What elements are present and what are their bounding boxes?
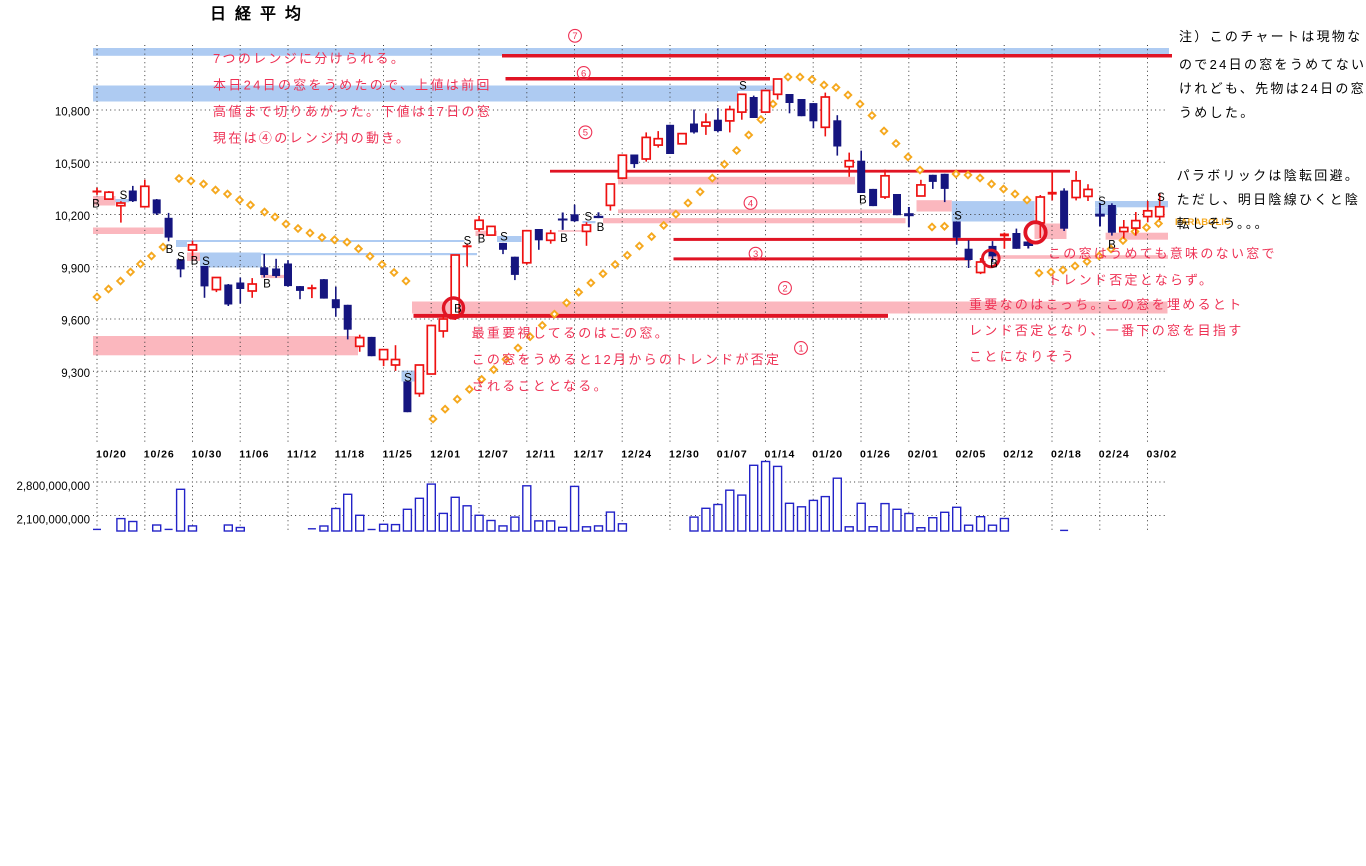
- svg-text:転しそう。。。: 転しそう。。。: [1177, 216, 1270, 231]
- svg-text:S: S: [584, 211, 592, 223]
- svg-text:本日24日の窓をうめたので、上値は前回: 本日24日の窓をうめたので、上値は前回: [213, 78, 492, 93]
- svg-text:02/18: 02/18: [1051, 448, 1082, 460]
- svg-text:9,600: 9,600: [61, 316, 90, 328]
- svg-text:02/12: 02/12: [1003, 448, 1034, 460]
- svg-text:7: 7: [572, 31, 577, 42]
- svg-text:注）このチャートは現物な: 注）このチャートは現物な: [1179, 29, 1362, 44]
- svg-text:うめした。: うめした。: [1179, 105, 1256, 120]
- svg-text:最重要視してるのはこの窓。: 最重要視してるのはこの窓。: [472, 326, 671, 341]
- svg-text:レンド否定となり、一番下の窓を目指す: レンド否定となり、一番下の窓を目指す: [969, 323, 1244, 338]
- svg-text:日経平均: 日経平均: [210, 4, 310, 23]
- svg-text:1: 1: [798, 343, 803, 354]
- svg-text:トレンド否定とならず。: トレンド否定とならず。: [1048, 272, 1214, 287]
- svg-text:11/18: 11/18: [335, 448, 365, 460]
- svg-text:03/02: 03/02: [1147, 448, 1178, 460]
- svg-text:現在は④のレンジ内の動き。: 現在は④のレンジ内の動き。: [213, 130, 411, 145]
- svg-text:02/24: 02/24: [1099, 448, 1130, 460]
- svg-text:10,500: 10,500: [55, 159, 90, 171]
- svg-text:3: 3: [753, 249, 758, 260]
- svg-text:けれども、先物は24日の窓: けれども、先物は24日の窓: [1179, 81, 1366, 96]
- svg-text:12/17: 12/17: [574, 448, 605, 460]
- svg-text:B: B: [1108, 240, 1116, 252]
- svg-text:4: 4: [748, 198, 753, 209]
- svg-text:ことになりそう: ことになりそう: [969, 349, 1076, 364]
- svg-text:10/26: 10/26: [144, 448, 175, 460]
- svg-text:02/01: 02/01: [908, 448, 939, 460]
- svg-text:ただし、明日陰線ひくと陰: ただし、明日陰線ひくと陰: [1177, 192, 1361, 207]
- svg-text:10/30: 10/30: [192, 448, 223, 460]
- svg-text:01/14: 01/14: [765, 448, 796, 460]
- svg-text:7つのレンジに分けられる。: 7つのレンジに分けられる。: [213, 51, 406, 66]
- svg-text:S: S: [500, 232, 508, 244]
- svg-text:9,300: 9,300: [61, 368, 90, 380]
- svg-text:重要なのはこっち。この窓を埋めるとト: 重要なのはこっち。この窓を埋めるとト: [969, 297, 1244, 312]
- svg-text:01/07: 01/07: [717, 448, 748, 460]
- svg-text:この窓をうめると12月からのトレンドが否定: この窓をうめると12月からのトレンドが否定: [472, 352, 782, 367]
- svg-text:6: 6: [581, 68, 586, 79]
- svg-text:S: S: [202, 256, 210, 268]
- svg-text:パラボリックは陰転回避。: パラボリックは陰転回避。: [1177, 168, 1361, 183]
- svg-text:ので24日の窓をうめてない: ので24日の窓をうめてない: [1179, 57, 1366, 72]
- svg-text:S: S: [120, 190, 128, 202]
- svg-text:B: B: [990, 258, 998, 270]
- svg-text:11/06: 11/06: [239, 448, 269, 460]
- svg-text:12/24: 12/24: [621, 448, 652, 460]
- svg-text:01/26: 01/26: [860, 448, 891, 460]
- svg-text:この窓はうめても意味のない窓で: この窓はうめても意味のない窓で: [1048, 246, 1277, 261]
- svg-text:B: B: [560, 233, 568, 245]
- svg-text:S: S: [464, 236, 472, 248]
- svg-text:11/25: 11/25: [383, 448, 413, 460]
- svg-text:B: B: [454, 304, 462, 316]
- svg-text:9,900: 9,900: [61, 263, 90, 275]
- svg-text:10/20: 10/20: [96, 448, 127, 460]
- svg-text:S: S: [739, 81, 747, 93]
- svg-text:PARABOLIC: PARABOLIC: [1175, 217, 1231, 228]
- svg-text:01/20: 01/20: [812, 448, 843, 460]
- svg-text:12/07: 12/07: [478, 448, 509, 460]
- svg-text:S: S: [404, 373, 412, 385]
- svg-text:S: S: [177, 252, 185, 264]
- svg-text:12/30: 12/30: [669, 448, 700, 460]
- svg-text:10,200: 10,200: [55, 211, 90, 223]
- svg-text:高値まで切りあがった。下値は17日の窓: 高値まで切りあがった。下値は17日の窓: [213, 104, 492, 119]
- svg-text:S: S: [1098, 196, 1106, 208]
- svg-text:12/11: 12/11: [526, 448, 556, 460]
- svg-text:B: B: [597, 222, 605, 234]
- svg-text:10,800: 10,800: [55, 107, 90, 119]
- svg-text:B: B: [191, 256, 199, 268]
- svg-text:S: S: [1157, 192, 1165, 204]
- svg-text:2,800,000,000: 2,800,000,000: [16, 481, 90, 493]
- svg-text:2: 2: [782, 283, 787, 294]
- svg-text:S: S: [954, 211, 962, 223]
- svg-text:B: B: [166, 244, 174, 256]
- svg-text:2,100,000,000: 2,100,000,000: [16, 515, 90, 527]
- svg-text:12/01: 12/01: [430, 448, 461, 460]
- svg-text:5: 5: [583, 128, 588, 139]
- svg-text:B: B: [859, 195, 867, 207]
- svg-text:02/05: 02/05: [956, 448, 987, 460]
- svg-text:されることとなる。: されることとなる。: [472, 379, 609, 394]
- svg-text:B: B: [478, 234, 486, 246]
- svg-text:B: B: [263, 279, 271, 291]
- svg-text:B: B: [92, 199, 100, 211]
- svg-text:11/12: 11/12: [287, 448, 317, 460]
